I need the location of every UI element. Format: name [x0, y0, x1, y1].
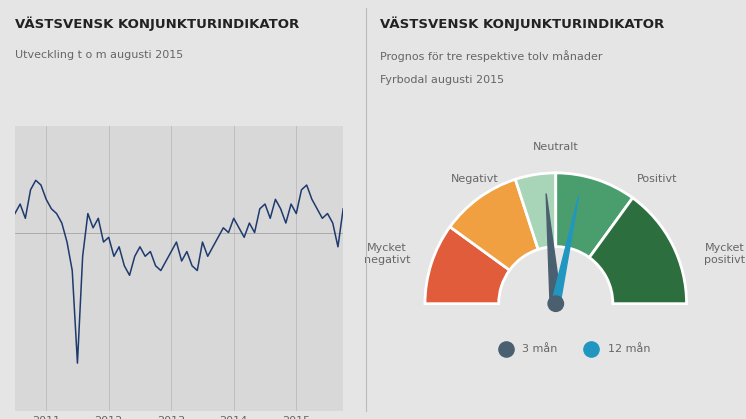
Point	[586, 346, 598, 352]
Polygon shape	[546, 194, 562, 304]
Point	[500, 346, 512, 352]
Text: Negativt: Negativt	[451, 174, 499, 184]
Text: Fyrbodal augusti 2015: Fyrbodal augusti 2015	[380, 75, 504, 85]
Wedge shape	[589, 198, 686, 304]
Text: 3 mån: 3 mån	[522, 344, 558, 354]
Text: VÄSTSVENSK KONJUNKTURINDIKATOR: VÄSTSVENSK KONJUNKTURINDIKATOR	[15, 17, 299, 31]
Circle shape	[548, 296, 563, 311]
Text: Positivt: Positivt	[636, 174, 677, 184]
Polygon shape	[551, 196, 579, 305]
Text: Mycket
negativt: Mycket negativt	[364, 243, 410, 264]
Text: Neutralt: Neutralt	[533, 142, 579, 152]
Text: VÄSTSVENSK KONJUNKTURINDIKATOR: VÄSTSVENSK KONJUNKTURINDIKATOR	[380, 17, 665, 31]
Wedge shape	[425, 227, 510, 304]
Text: Utveckling t o m augusti 2015: Utveckling t o m augusti 2015	[15, 50, 184, 60]
Wedge shape	[450, 179, 538, 270]
Wedge shape	[515, 173, 556, 249]
Text: Prognos för tre respektive tolv månader: Prognos för tre respektive tolv månader	[380, 50, 603, 62]
Text: Mycket
positivt: Mycket positivt	[704, 243, 745, 264]
Wedge shape	[556, 173, 633, 258]
Text: 12 mån: 12 mån	[608, 344, 651, 354]
